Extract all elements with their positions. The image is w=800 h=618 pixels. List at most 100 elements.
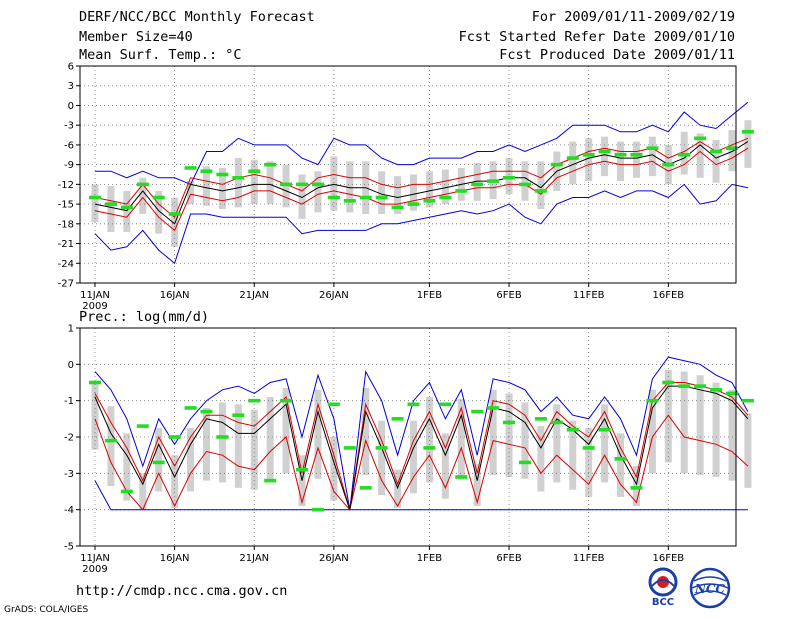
temp-observed-point — [598, 149, 611, 154]
precip-observed-point — [534, 417, 547, 421]
precip-observed-point — [375, 446, 388, 450]
precip-spread-box — [218, 402, 226, 483]
temp-observed-point — [89, 195, 101, 200]
precip-spread-box — [362, 387, 370, 476]
temp-spread-box — [155, 190, 163, 234]
precip-observed-point — [232, 413, 245, 417]
temp-spread-box — [696, 133, 704, 178]
temp-observed-point — [280, 182, 293, 187]
temp-observed-point — [566, 156, 579, 160]
precip-xtick-label: 21JAN — [239, 553, 269, 564]
precip-observed-point — [89, 380, 101, 385]
precip-observed-point — [582, 446, 595, 450]
precip-spread-box — [489, 389, 497, 476]
temp-observed-point — [582, 152, 595, 157]
temp-observed-point — [726, 146, 738, 150]
forecast-period-label: For 2009/01/11-2009/02/19 — [531, 9, 735, 25]
precip-observed-point — [455, 475, 468, 479]
precip-spread-box — [378, 420, 386, 496]
temp-xtick-label: 21JAN — [239, 290, 269, 301]
precip-observed-point — [662, 380, 675, 385]
temp-spread-box — [107, 186, 115, 233]
temp-spread-box — [250, 159, 258, 205]
temp-series-lower-quartile — [94, 147, 749, 232]
precip-observed-point — [184, 406, 197, 410]
precip-ytick-label: -3 — [64, 469, 74, 480]
precip-series-lower-envelope — [94, 480, 748, 511]
temp-observed-point — [662, 162, 675, 167]
precip-spread-box — [648, 389, 656, 474]
temp-year-label: 2009 — [82, 301, 107, 312]
precip-spread-box — [569, 420, 577, 490]
precip-spread-box — [728, 389, 736, 481]
temp-series-lower-envelope — [94, 183, 749, 265]
temp-observed-point — [423, 199, 436, 203]
temp-observed-point — [550, 162, 563, 167]
temp-observed-point — [710, 149, 723, 154]
precip-observed-point — [630, 486, 643, 490]
temp-ytick-label: -9 — [64, 160, 74, 171]
temp-ytick-label: -18 — [58, 219, 74, 230]
precip-series-upper-quartile — [94, 382, 749, 510]
temp-observed-point — [741, 129, 754, 134]
temp-spread-box — [521, 161, 529, 201]
temp-variable-label: Mean Surf. Temp.: °C — [79, 47, 242, 63]
temp-xtick-label: 11FEB — [573, 290, 605, 301]
temp-spread-box — [139, 177, 147, 214]
precip-observed-point — [264, 478, 277, 483]
precip-spread-box — [107, 406, 115, 487]
temp-ytick-label: 0 — [68, 101, 74, 112]
temp-spread-box — [617, 141, 625, 182]
temp-observed-point — [646, 146, 659, 150]
temp-series-upper-envelope — [95, 101, 749, 186]
temp-spread-box — [648, 136, 656, 177]
precip-observed-point — [104, 438, 117, 443]
precip-spread-box — [585, 427, 593, 497]
temp-observed-point — [327, 195, 340, 200]
temp-spread-box — [410, 174, 417, 211]
precip-observed-point — [439, 402, 452, 407]
precip-spread-box — [696, 375, 704, 476]
temp-spread-box — [394, 176, 402, 214]
precip-series-lower-quartile — [94, 414, 749, 511]
temp-spread-box — [330, 156, 338, 211]
precip-observed-point — [678, 384, 691, 388]
temp-ytick-label: -3 — [64, 121, 74, 132]
precip-observed-point — [503, 420, 516, 425]
precip-observed-point — [726, 391, 738, 396]
temp-ytick-label: 3 — [68, 81, 74, 92]
precip-observed-point — [391, 417, 404, 421]
ncc-logo: NCC — [689, 567, 731, 609]
temp-observed-point — [184, 166, 197, 170]
temp-observed-point — [534, 189, 547, 193]
source-url[interactable]: http://cmdp.ncc.cma.gov.cn — [76, 583, 288, 599]
precip-spread-box — [441, 433, 449, 499]
temp-spread-box — [425, 171, 433, 208]
temp-xtick-label: 1FEB — [417, 290, 442, 301]
precip-spread-box — [139, 473, 147, 510]
precip-series-ensemble-mean — [94, 385, 749, 510]
temp-spread-box — [537, 161, 545, 210]
precip-spread-box — [632, 466, 640, 507]
temp-plot-frame — [79, 65, 737, 284]
grads-credit: GrADS: COLA/IGES — [4, 605, 89, 615]
temp-observed-point — [439, 195, 452, 200]
temp-series-ensemble-mean — [94, 141, 749, 225]
precip-spread-box — [202, 407, 210, 481]
temp-observed-point — [518, 182, 531, 187]
precip-observed-point — [646, 398, 659, 403]
temp-spread-box — [266, 161, 274, 205]
precip-spread-box — [553, 404, 561, 483]
precip-observed-point — [296, 467, 309, 472]
precip-observed-point — [566, 427, 579, 432]
precip-observed-point — [598, 427, 611, 432]
precip-observed-point — [614, 457, 627, 461]
temp-spread-box — [744, 120, 752, 168]
precip-spread-box — [410, 420, 417, 494]
temp-spread-box — [378, 171, 386, 214]
temp-observed-point — [232, 175, 245, 180]
temp-observed-point — [120, 205, 133, 210]
precip-ytick-label: -5 — [64, 542, 74, 553]
member-size-label: Member Size=40 — [79, 29, 193, 45]
temp-spread-box — [314, 171, 322, 213]
